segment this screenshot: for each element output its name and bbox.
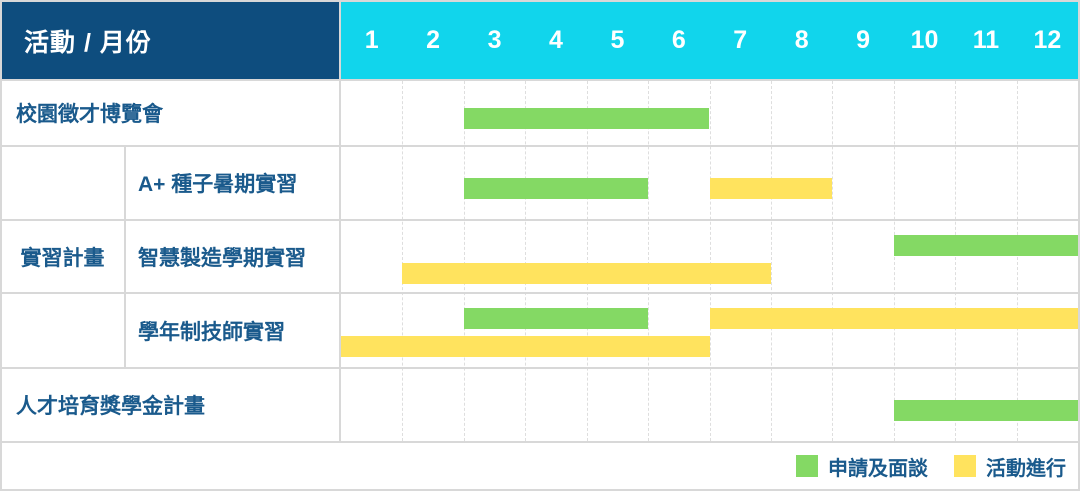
- legend-label: 活動進行: [986, 457, 1066, 480]
- row-label-text: 人才培育獎學金計畫: [16, 395, 205, 418]
- divider-row-1: [0, 145, 1080, 147]
- month-header-cell: 6: [671, 26, 686, 54]
- gantt-bar-apply: [463, 107, 710, 129]
- gantt-bar-apply: [893, 399, 1078, 421]
- month-header-cell: 12: [1033, 26, 1062, 54]
- month-header-cell: 2: [426, 26, 441, 54]
- corner-header-cell: 活動 / 月份: [2, 2, 339, 79]
- legend-label: 申請及面談: [828, 457, 928, 480]
- divider-header-bottom: [0, 79, 1080, 81]
- gantt-bar-progress: [709, 308, 1078, 329]
- divider-row-4: [0, 367, 1080, 369]
- divider-row-2: [0, 219, 1080, 221]
- month-header-cell: 11: [972, 26, 1000, 54]
- divider-row-3: [0, 292, 1080, 294]
- month-header-cell: 7: [733, 26, 748, 54]
- legend-yellow-swatch: [954, 455, 976, 477]
- month-gridline: [648, 81, 650, 441]
- month-gridline: [893, 81, 895, 441]
- month-header-row: 1 2 3 4 5 6 7 8 9 10 11 12: [341, 2, 1078, 79]
- month-gridline: [586, 81, 588, 441]
- gantt-bar-progress: [709, 177, 833, 199]
- divider-group-sublabel: [124, 147, 126, 367]
- row-label-year-round-technician-internship: 學年制技師實習: [126, 294, 339, 367]
- legend: 申請及面談 活動進行: [2, 443, 1078, 489]
- group-label-internship-program: 實習計畫: [2, 147, 123, 367]
- row-label-campus-job-fair: 校園徵才博覽會: [2, 81, 339, 145]
- month-header-cell: 5: [610, 26, 625, 54]
- divider-table-bottom: [0, 441, 1080, 443]
- month-gridline: [1016, 81, 1018, 441]
- month-gridline: [770, 81, 772, 441]
- row-label-text: 學年制技師實習: [138, 320, 285, 344]
- row-label-aplus-summer-internship: A+ 種子暑期實習: [126, 147, 339, 219]
- gantt-bar-apply: [893, 235, 1078, 256]
- group-label-text: 實習計畫: [20, 247, 105, 270]
- row-label-text: 智慧製造學期實習: [138, 246, 306, 270]
- month-gridline: [832, 81, 834, 441]
- month-header-cell: 10: [910, 26, 939, 54]
- legend-item-apply-interview: 申請及面談: [796, 452, 928, 481]
- legend-item-activity-in-progress: 活動進行: [954, 452, 1066, 481]
- month-header-cell: 4: [549, 26, 563, 54]
- month-gridline: [709, 81, 711, 441]
- month-header-cell: 1: [364, 26, 379, 54]
- month-gridline: [402, 81, 404, 441]
- row-label-talent-scholarship-program: 人才培育獎學金計畫: [2, 369, 339, 441]
- row-label-smart-manufacturing-internship: 智慧製造學期實習: [126, 221, 339, 292]
- row-label-text: A+ 種子暑期實習: [138, 173, 298, 196]
- gantt-bar-apply: [463, 177, 649, 199]
- divider-label-chart: [339, 2, 341, 441]
- gantt-bar-progress: [341, 336, 710, 357]
- gantt-bar-apply: [463, 308, 649, 329]
- month-gridline: [955, 81, 957, 441]
- month-header-cell: 9: [856, 26, 871, 54]
- month-gridline: [463, 81, 465, 441]
- row-label-text: 校園徵才博覽會: [16, 103, 163, 126]
- legend-green-swatch: [796, 455, 818, 477]
- month-header-cell: 8: [794, 26, 809, 54]
- gantt-bar-progress: [402, 263, 771, 284]
- month-header-cell: 3: [487, 26, 502, 54]
- month-gridline: [525, 81, 527, 441]
- corner-header-label: 活動 / 月份: [24, 28, 152, 57]
